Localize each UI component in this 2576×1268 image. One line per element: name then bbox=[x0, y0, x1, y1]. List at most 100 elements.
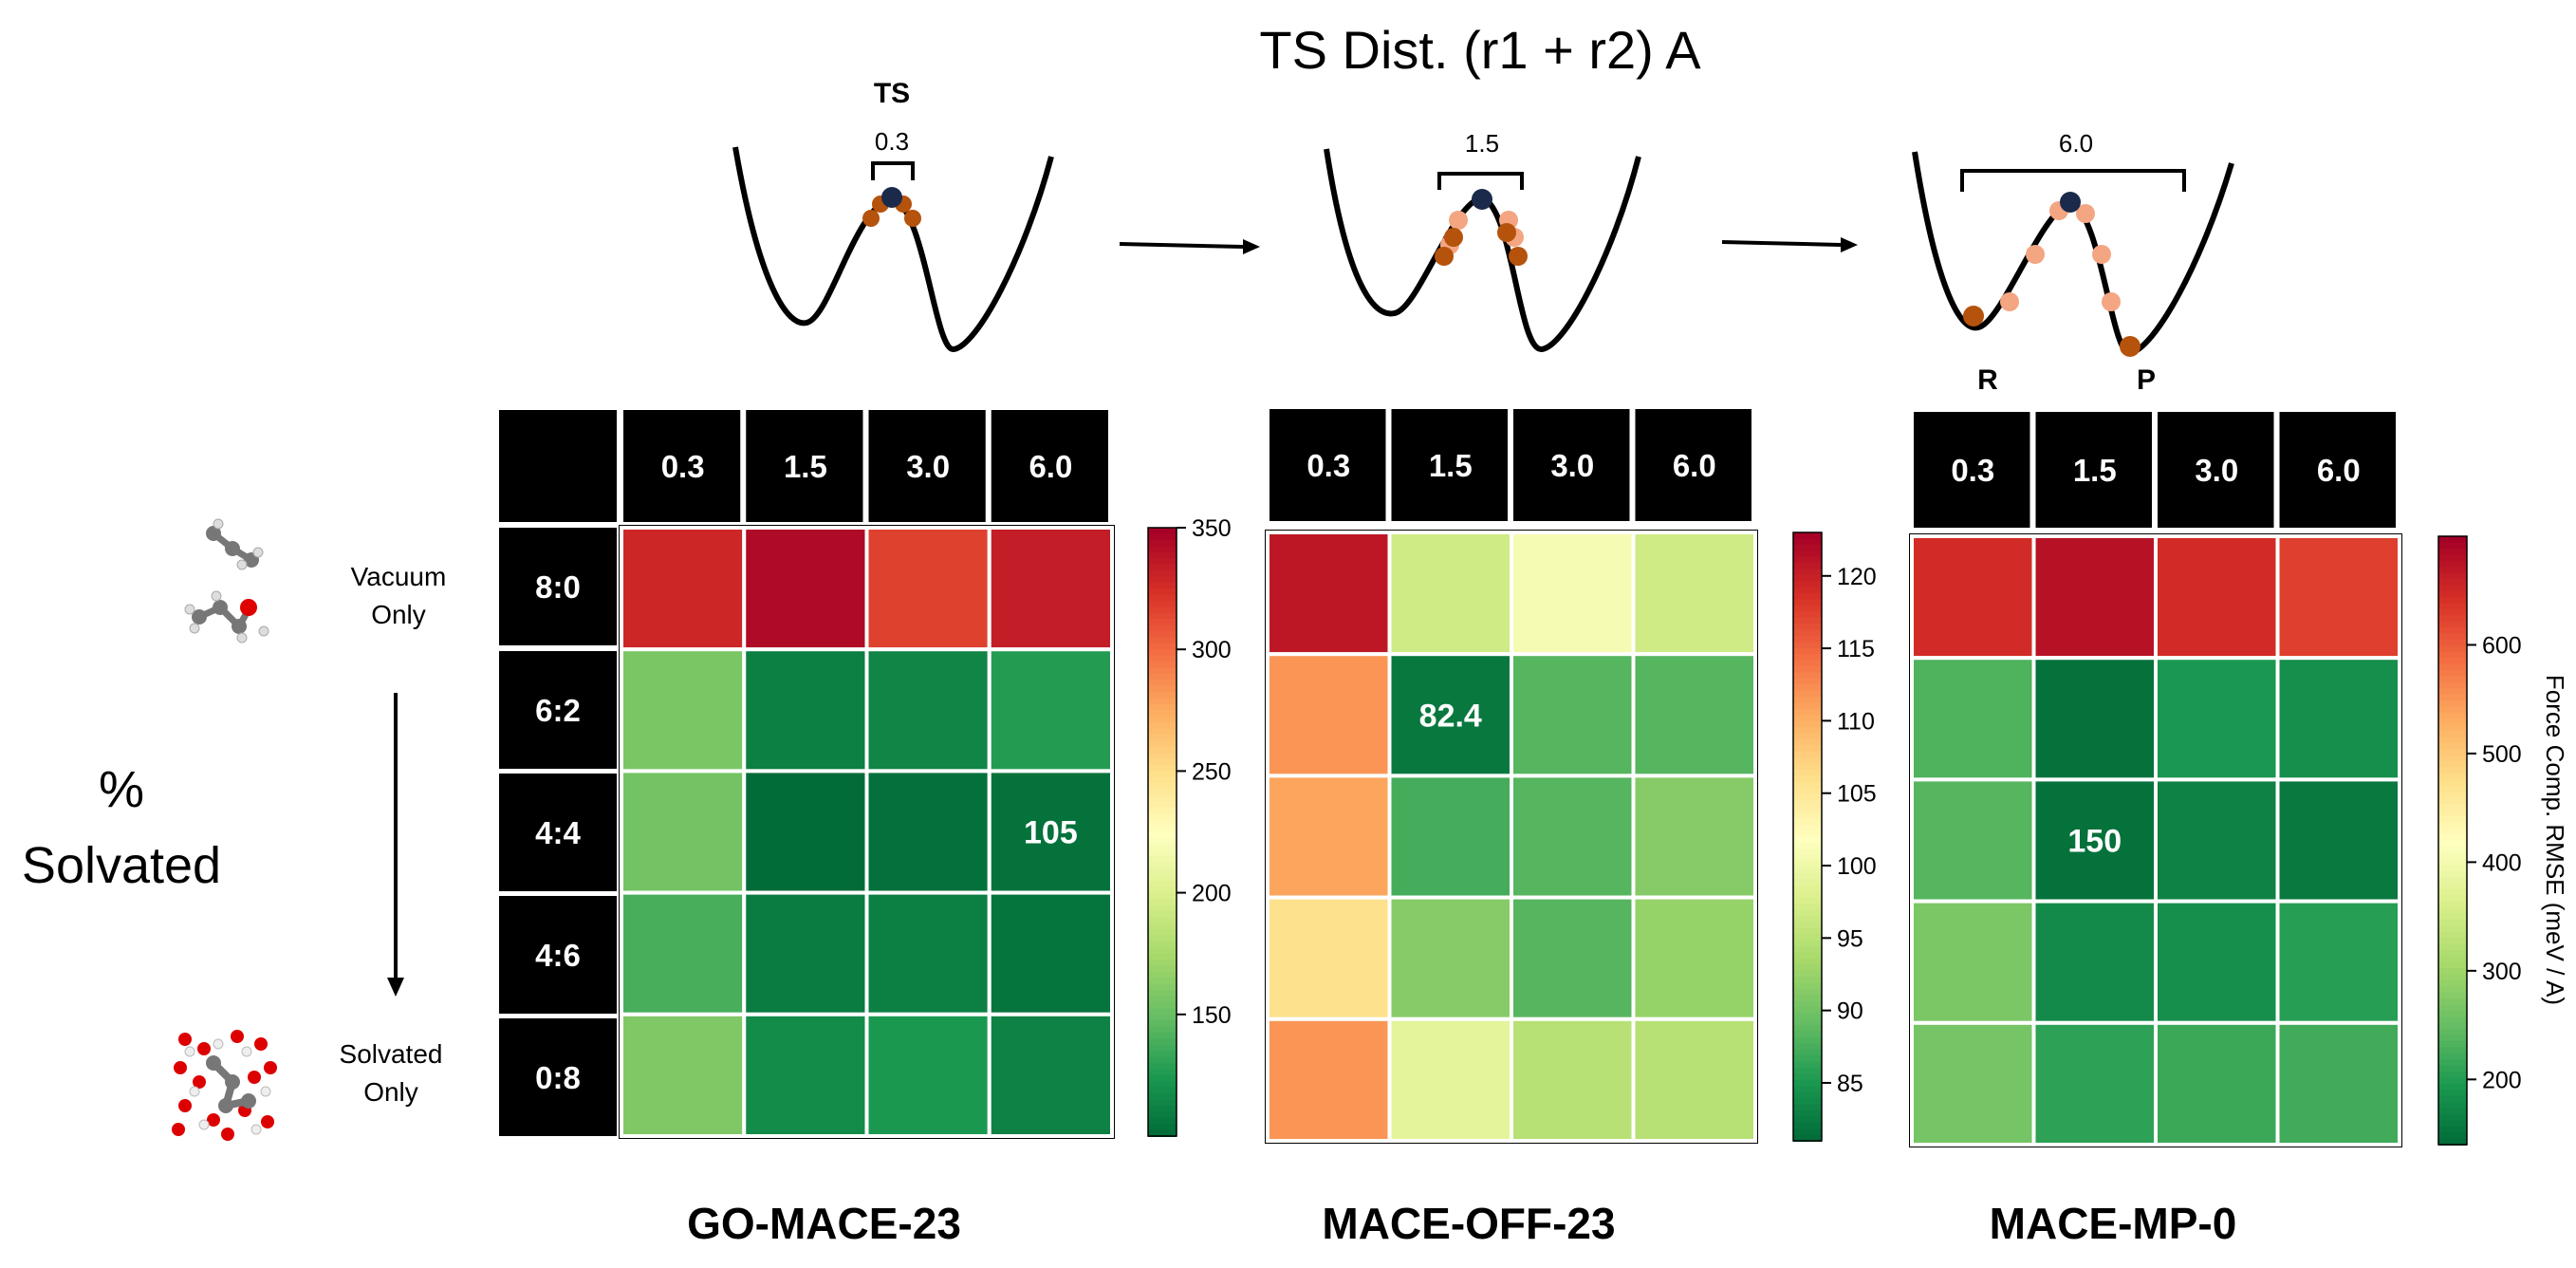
colorbar-tick-label: 85 bbox=[1837, 1071, 1863, 1097]
column-header: 3.0 bbox=[2158, 412, 2274, 528]
colorbar-tick-label: 200 bbox=[2482, 1067, 2522, 1093]
colorbar-tick-label: 250 bbox=[1192, 758, 1232, 785]
colorbar-tick-label: 350 bbox=[1192, 515, 1232, 542]
heatmap-cell bbox=[1266, 652, 1392, 778]
svg-text:8:0: 8:0 bbox=[535, 569, 581, 605]
colorbar-tick-label: 200 bbox=[1192, 881, 1232, 907]
colorbar-tick-label: 300 bbox=[1192, 637, 1232, 663]
arrow-1 bbox=[1119, 242, 1244, 249]
arrow-1-head bbox=[1243, 239, 1260, 254]
column-header: 0.3 bbox=[623, 410, 741, 522]
column-header-label: 1.5 bbox=[2073, 453, 2117, 488]
colorbar-tick-label: 90 bbox=[1837, 998, 1863, 1025]
heatmap-cell bbox=[742, 769, 869, 895]
column-header-label: 3.0 bbox=[2195, 453, 2238, 488]
heatmap-cell bbox=[1631, 1016, 1757, 1144]
image-point bbox=[862, 210, 880, 227]
colorbar: 85 90 95 100 105 110 115 120 bbox=[1792, 531, 1877, 1142]
column-header: 6.0 bbox=[1635, 409, 1751, 521]
heatmap-cell bbox=[864, 769, 991, 895]
heatmap-cell bbox=[2031, 534, 2158, 661]
potential-diagram-1: TS 0.3 bbox=[732, 78, 1054, 352]
heatmap-cell bbox=[1387, 531, 1513, 657]
cell-annotation: 150 bbox=[2067, 824, 2122, 860]
svg-text:4:6: 4:6 bbox=[535, 938, 581, 973]
column-header-label: 3.0 bbox=[906, 449, 950, 484]
colorbar: 200 300 400 500 600 bbox=[2437, 535, 2522, 1146]
ts-distance-label: 6.0 bbox=[2059, 129, 2093, 158]
heatmap-cell bbox=[987, 1012, 1114, 1139]
row-axis-title-line1: % bbox=[99, 761, 144, 818]
column-header: 1.5 bbox=[1391, 409, 1508, 521]
column-header-label: 6.0 bbox=[1029, 449, 1072, 484]
figure-title: TS Dist. (r1 + r2) A bbox=[1259, 20, 1701, 80]
colorbar: 150 200 250 300 350 bbox=[1147, 515, 1232, 1137]
heatmap-cell bbox=[2031, 656, 2158, 782]
row-header-0-8: 0:8 bbox=[499, 1018, 617, 1136]
column-header: 1.5 bbox=[746, 410, 863, 522]
column-header: 6.0 bbox=[2279, 412, 2396, 528]
potential-diagram-3: 6.0 R P bbox=[1912, 129, 2234, 396]
vacuum-label-line2: Only bbox=[371, 600, 426, 629]
ts-point bbox=[2060, 192, 2081, 213]
svg-text:6:2: 6:2 bbox=[535, 693, 581, 728]
heatmap-cell bbox=[864, 1012, 991, 1139]
potential-curve bbox=[732, 146, 1054, 352]
ts-bracket bbox=[1437, 172, 1524, 190]
heatmap-cell bbox=[742, 890, 869, 1016]
heatmap-cell bbox=[1387, 895, 1513, 1021]
heatmap-cell bbox=[1631, 652, 1757, 778]
heatmap-cell bbox=[1266, 895, 1392, 1021]
row-header-6-2: 6:2 bbox=[499, 651, 617, 769]
cell-annotation: 105 bbox=[1024, 815, 1078, 851]
heatmap-cell bbox=[1510, 774, 1636, 900]
heatmap-cell bbox=[2275, 1020, 2401, 1147]
column-header: 0.3 bbox=[1269, 409, 1386, 521]
heatmap-cell bbox=[742, 647, 869, 774]
colorbar-tick-label: 300 bbox=[2482, 959, 2522, 985]
colorbar-tick-label: 100 bbox=[1837, 853, 1877, 880]
heatmap-cell bbox=[1266, 774, 1392, 900]
heatmap-cell bbox=[1510, 652, 1636, 778]
colorbar-tick-label: 500 bbox=[2482, 741, 2522, 768]
potential-diagram-2: 1.5 bbox=[1324, 129, 1641, 352]
heatmap-cell bbox=[2154, 656, 2280, 782]
ts-bracket bbox=[1960, 169, 2186, 192]
heatmap-title: MACE-MP-0 bbox=[1990, 1199, 2237, 1248]
heatmap-2: 0.3 1.5 3.0 6.0 82.4 85 90 95 100 105 110 115 120 MAC… bbox=[1265, 409, 1877, 1248]
heatmap-cell bbox=[2154, 777, 2280, 904]
heatmap-cell bbox=[864, 526, 991, 652]
heatmap-cell bbox=[2154, 1020, 2280, 1147]
heatmap-cell bbox=[1910, 656, 2036, 782]
heatmap-title: MACE-OFF-23 bbox=[1322, 1199, 1615, 1248]
image-point bbox=[2076, 204, 2095, 223]
image-point bbox=[1449, 211, 1468, 230]
heatmap-cell bbox=[2275, 777, 2401, 904]
colorbar-tick-label: 105 bbox=[1837, 781, 1877, 808]
heatmap-cell bbox=[1910, 777, 2036, 904]
product-label: P bbox=[2137, 364, 2156, 396]
heatmap-cell bbox=[1510, 895, 1636, 1021]
column-header-label: 3.0 bbox=[1550, 448, 1594, 483]
solvated-molecule-icon bbox=[172, 1030, 277, 1141]
row-header-4-4: 4:4 bbox=[499, 774, 617, 891]
arrow-2-head bbox=[1841, 237, 1858, 252]
heatmap-cell bbox=[1510, 1016, 1636, 1144]
heatmap-cell bbox=[742, 526, 869, 652]
colorbar-tick-label: 600 bbox=[2482, 632, 2522, 659]
heatmap-cell bbox=[987, 647, 1114, 774]
column-header: 6.0 bbox=[991, 410, 1108, 522]
column-header: 3.0 bbox=[868, 410, 986, 522]
colorbar-tick-label: 95 bbox=[1837, 925, 1863, 952]
heatmap-cell bbox=[1631, 531, 1757, 657]
image-point bbox=[904, 210, 921, 227]
solvated-label-line2: Only bbox=[363, 1077, 418, 1107]
heatmap-cell bbox=[1910, 1020, 2036, 1147]
image-point bbox=[2026, 245, 2045, 264]
heatmap-cell bbox=[620, 526, 747, 652]
column-header-label: 6.0 bbox=[1673, 448, 1716, 483]
colorbar-tick-label: 150 bbox=[1192, 1002, 1232, 1029]
heatmap-cell bbox=[742, 1012, 869, 1139]
image-point bbox=[1963, 306, 1984, 326]
